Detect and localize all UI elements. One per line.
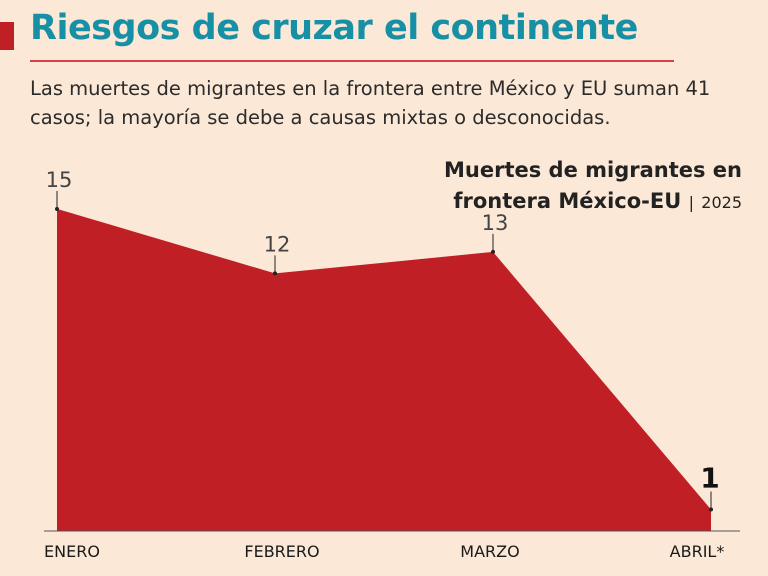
plot-area: 15 12 13 1 ENERO FEBRERO MARZO ABRIL* — [44, 168, 740, 561]
title-underline — [30, 60, 674, 62]
x-tick-label-4: ABRIL* — [670, 542, 725, 561]
chart-title-separator: | — [688, 193, 694, 212]
chart-title-line-1: Muertes de migrantes en — [444, 158, 742, 182]
chart-title: Muertes de migrantes en frontera México-… — [444, 155, 742, 218]
chart-title-region: frontera México-EU — [453, 189, 682, 213]
x-tick-label-1: ENERO — [44, 542, 100, 561]
subtitle-description: Las muertes de migrantes en la frontera … — [30, 77, 711, 129]
chart-title-line-2: frontera México-EU | 2025 — [444, 186, 742, 218]
data-label-4: 1 — [700, 462, 719, 495]
data-point-4 — [709, 507, 713, 512]
x-tick-label-3: MARZO — [460, 542, 519, 561]
data-point-3 — [491, 249, 495, 254]
data-label-3: 13 — [482, 211, 509, 235]
x-tick-label-2: FEBRERO — [244, 542, 319, 561]
data-point-2 — [273, 271, 277, 276]
chart-title-year: 2025 — [701, 193, 742, 212]
data-label-1: 15 — [46, 168, 73, 192]
data-label-2: 12 — [264, 232, 291, 256]
page-title: Riesgos de cruzar el continente — [30, 8, 638, 48]
accent-bar — [0, 22, 14, 50]
area-series — [57, 208, 711, 531]
data-point-1 — [55, 206, 59, 211]
